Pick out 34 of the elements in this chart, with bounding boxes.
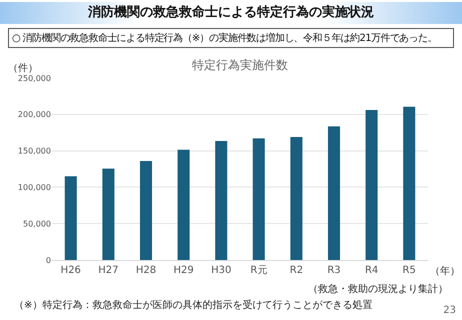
y-tick-label: 0	[46, 256, 51, 265]
x-tick-label: H28	[136, 265, 156, 276]
y-tick-label: 100,000	[18, 183, 51, 192]
x-tick-label: R元	[250, 265, 268, 276]
text: （※）特定行為：救急救命士が医師の具体的指示を受けて行うことができる処置	[14, 298, 372, 312]
bar	[366, 110, 378, 260]
chart-title: 消防機関の救急救命士による特定行為の実施状況	[0, 2, 462, 24]
x-tick-label: H26	[60, 265, 81, 276]
x-tick-label: H30	[211, 265, 232, 276]
y-axis-title: （件）	[8, 63, 38, 74]
bar	[102, 168, 114, 260]
bar	[252, 138, 265, 260]
y-tick-label: 150,000	[18, 146, 51, 156]
y-tick-label: 250,000	[18, 74, 51, 83]
bar	[290, 136, 302, 260]
x-tick-label: R4	[364, 265, 378, 276]
bar	[403, 106, 416, 260]
text: （救急・救助の現況より集計）	[308, 282, 448, 296]
x-tick-label: R3	[327, 265, 341, 276]
x-tick-label: R2	[290, 265, 304, 276]
bar	[178, 150, 190, 260]
chart-subtitle: ○ 消防機関の救急救命士による特定行為（※）の実施件数は増加し、令和５年は約21万件であった。	[8, 28, 454, 48]
x-tick-label: H27	[98, 265, 119, 276]
bar	[215, 140, 228, 260]
bar	[64, 176, 77, 260]
x-axis-title: （年）	[430, 265, 460, 277]
text: 特定行為実施件数	[192, 58, 288, 72]
x-tick-label: R5	[402, 265, 416, 276]
bar	[328, 126, 340, 260]
text: 23	[443, 305, 456, 316]
x-tick-label: H29	[173, 265, 194, 276]
y-tick-label: 200,000	[18, 110, 51, 120]
y-tick-label: 50,000	[23, 219, 51, 228]
bar	[140, 160, 152, 260]
